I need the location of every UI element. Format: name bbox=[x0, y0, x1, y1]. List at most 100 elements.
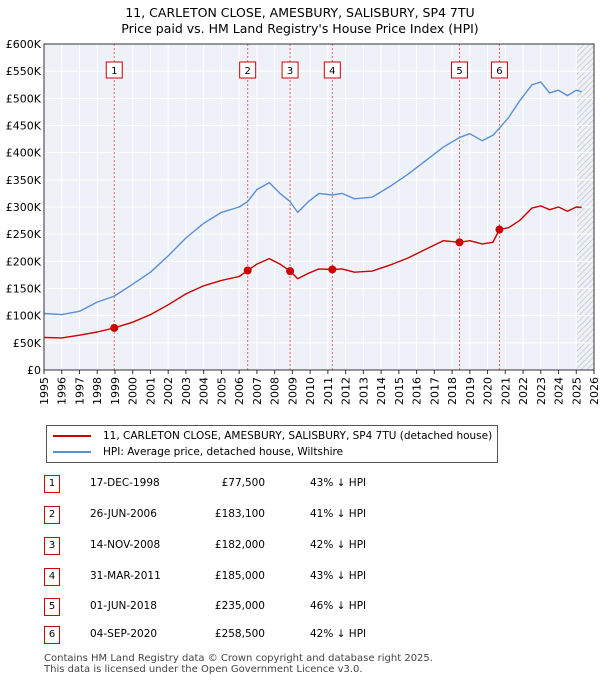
footer-licence: This data is licensed under the Open Gov… bbox=[44, 664, 363, 675]
sale-row: 2 26-JUN-2006 £183,100 41% ↓ HPI bbox=[0, 505, 600, 525]
sale-point bbox=[243, 266, 252, 275]
x-tick-label: 2011 bbox=[322, 377, 335, 405]
x-tick-label: 2000 bbox=[127, 377, 140, 405]
y-tick-label: £350K bbox=[6, 174, 42, 187]
y-tick-label: £250K bbox=[6, 228, 42, 241]
footer-copyright: Contains HM Land Registry data © Crown c… bbox=[44, 653, 433, 664]
x-tick-label: 2018 bbox=[446, 377, 459, 405]
property-price-line bbox=[43, 205, 582, 339]
y-tick-label: £200K bbox=[6, 255, 42, 268]
sale-hpi-diff: 42% ↓ HPI bbox=[310, 539, 367, 551]
x-tick-label: 2015 bbox=[393, 377, 406, 405]
chart-title-line1: 11, CARLETON CLOSE, AMESBURY, SALISBURY,… bbox=[125, 5, 475, 20]
sale-point bbox=[455, 238, 464, 247]
sale-number-box bbox=[281, 61, 299, 79]
y-tick-label: £100K bbox=[6, 310, 42, 323]
sale-price: £182,000 bbox=[214, 539, 265, 551]
y-tick-label: £400K bbox=[6, 147, 42, 160]
x-tick-label: 1999 bbox=[109, 377, 122, 405]
sale-date: 31-MAR-2011 bbox=[90, 570, 161, 582]
x-tick-label: 2017 bbox=[428, 377, 441, 405]
x-tick-label: 2023 bbox=[535, 377, 548, 405]
legend-label-hpi: HPI: Average price, detached house, Wilt… bbox=[103, 446, 344, 458]
sale-number-label: 4 bbox=[329, 66, 335, 77]
x-tick-label: 2021 bbox=[499, 377, 512, 405]
x-tick-label: 2006 bbox=[233, 377, 246, 405]
x-tick-label: 2014 bbox=[375, 377, 388, 405]
x-tick-label: 2003 bbox=[180, 377, 193, 405]
x-tick-label: 2008 bbox=[269, 377, 282, 405]
x-tick-label: 2009 bbox=[286, 377, 299, 405]
sale-row: 6 04-SEP-2020 £258,500 42% ↓ HPI bbox=[0, 625, 600, 645]
hpi-line bbox=[43, 81, 582, 316]
sale-date: 17-DEC-1998 bbox=[90, 477, 160, 489]
sale-point bbox=[495, 225, 504, 234]
x-tick-label: 2020 bbox=[482, 377, 495, 405]
x-tick-label: 2024 bbox=[553, 377, 566, 405]
legend-item-property: 11, CARLETON CLOSE, AMESBURY, SALISBURY,… bbox=[53, 429, 492, 443]
sale-number-badge: 2 bbox=[44, 506, 60, 524]
legend-label-property: 11, CARLETON CLOSE, AMESBURY, SALISBURY,… bbox=[103, 430, 493, 442]
sale-hpi-diff: 43% ↓ HPI bbox=[310, 570, 367, 582]
y-tick-label: £150K bbox=[6, 283, 42, 296]
price-chart: £0 £50K £100K £150K £200K £250K £300K £350K £400… bbox=[6, 38, 600, 405]
legend-swatch-property bbox=[53, 435, 91, 437]
x-tick-label: 2022 bbox=[517, 377, 530, 405]
sale-row: 3 14-NOV-2008 £182,000 42% ↓ HPI bbox=[0, 536, 600, 556]
sale-number-badge: 3 bbox=[44, 537, 60, 555]
sale-date: 14-NOV-2008 bbox=[90, 539, 161, 551]
sale-number-label: 6 bbox=[496, 66, 502, 77]
sale-hpi-diff: 46% ↓ HPI bbox=[310, 600, 367, 612]
x-tick-label: 2012 bbox=[340, 377, 353, 405]
sale-row: 4 31-MAR-2011 £185,000 43% ↓ HPI bbox=[0, 567, 600, 587]
legend-swatch-hpi bbox=[53, 451, 91, 453]
y-tick-label: £450K bbox=[6, 120, 42, 133]
sale-number-label: 3 bbox=[287, 66, 293, 77]
sale-price: £183,100 bbox=[214, 508, 265, 520]
y-tick-label: £50K bbox=[13, 337, 42, 350]
x-tick-label: 2010 bbox=[304, 377, 317, 405]
sale-price: £185,000 bbox=[214, 570, 265, 582]
x-tick-label: 2002 bbox=[162, 377, 175, 405]
sale-hpi-diff: 43% ↓ HPI bbox=[310, 477, 367, 489]
y-tick-label: £500K bbox=[6, 92, 42, 105]
sale-number-box bbox=[105, 61, 123, 79]
x-tick-label: 2025 bbox=[570, 377, 583, 405]
sale-date: 26-JUN-2006 bbox=[90, 508, 157, 520]
sale-point bbox=[328, 265, 337, 274]
x-tick-label: 2016 bbox=[411, 377, 424, 405]
sale-number-box bbox=[451, 61, 469, 79]
x-tick-label: 2013 bbox=[357, 377, 370, 405]
sale-date: 04-SEP-2020 bbox=[90, 628, 158, 640]
sale-point bbox=[286, 267, 295, 276]
sale-number-label: 1 bbox=[111, 66, 117, 77]
x-tick-label: 2005 bbox=[215, 377, 228, 405]
sale-number-badge: 4 bbox=[44, 568, 60, 586]
sale-price: £258,500 bbox=[214, 628, 265, 640]
x-tick-label: 2001 bbox=[144, 377, 157, 405]
sale-number-box bbox=[239, 61, 257, 79]
x-tick-label: 1995 bbox=[38, 377, 51, 405]
sale-date: 01-JUN-2018 bbox=[90, 600, 157, 612]
y-tick-label: £600K bbox=[6, 38, 42, 51]
sale-number-badge: 5 bbox=[44, 598, 60, 616]
plot-frame bbox=[43, 43, 595, 371]
sale-number-box bbox=[323, 61, 341, 79]
sale-number-label: 2 bbox=[244, 66, 250, 77]
x-tick-label: 2019 bbox=[464, 377, 477, 405]
sale-number-badge: 1 bbox=[44, 475, 60, 493]
sale-number-badge: 6 bbox=[44, 626, 60, 644]
legend-item-hpi: HPI: Average price, detached house, Wilt… bbox=[53, 445, 343, 459]
sale-hpi-diff: 42% ↓ HPI bbox=[310, 628, 367, 640]
y-tick-label: £550K bbox=[6, 65, 42, 78]
x-tick-label: 1997 bbox=[73, 377, 86, 405]
sale-point bbox=[110, 323, 119, 332]
sale-row: 1 17-DEC-1998 £77,500 43% ↓ HPI bbox=[0, 474, 600, 494]
sale-price: £77,500 bbox=[221, 477, 265, 489]
sale-number-box bbox=[490, 61, 508, 79]
x-tick-label: 1998 bbox=[91, 377, 104, 405]
y-tick-label: £300K bbox=[6, 201, 42, 214]
x-tick-label: 2007 bbox=[251, 377, 264, 405]
chart-title-line2: Price paid vs. HM Land Registry's House … bbox=[121, 21, 479, 36]
x-tick-label: 2004 bbox=[198, 377, 211, 405]
